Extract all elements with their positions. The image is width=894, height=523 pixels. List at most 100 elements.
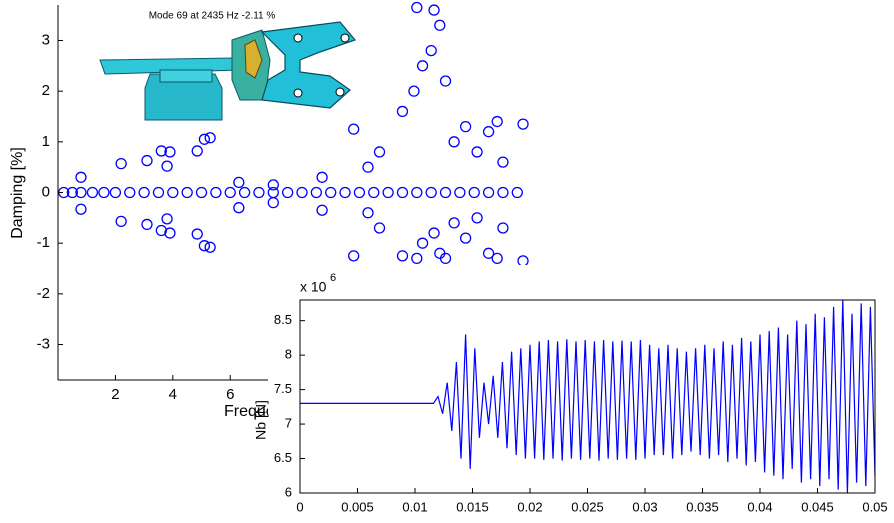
data-point xyxy=(408,85,420,97)
data-point xyxy=(428,227,440,239)
data-point xyxy=(195,186,208,199)
data-point xyxy=(296,186,308,199)
x-tick-label: 0.04 xyxy=(747,499,772,514)
data-point xyxy=(66,186,79,199)
data-point xyxy=(396,186,409,199)
data-point xyxy=(368,186,380,199)
data-point xyxy=(253,186,265,199)
y-tick-label: 0 xyxy=(42,183,50,200)
data-point xyxy=(396,105,409,118)
data-point xyxy=(497,186,509,199)
data-point xyxy=(204,132,216,144)
data-point xyxy=(267,196,279,209)
x-tick-label: 0.02 xyxy=(517,499,542,514)
data-point xyxy=(439,186,452,199)
data-point xyxy=(267,179,279,191)
data-point xyxy=(233,202,245,214)
data-point xyxy=(468,186,480,199)
data-point xyxy=(428,4,440,16)
data-point xyxy=(425,186,437,199)
y-tick-label: -2 xyxy=(37,285,50,302)
data-point xyxy=(517,118,529,130)
data-point xyxy=(362,161,374,173)
data-point xyxy=(454,186,466,199)
data-point xyxy=(161,213,173,225)
data-point xyxy=(339,186,351,199)
x-tick-label: 0.01 xyxy=(402,499,427,514)
data-point xyxy=(459,120,472,133)
x-tick-label: 0.05 xyxy=(862,499,887,514)
data-point xyxy=(316,171,328,183)
data-point xyxy=(86,186,99,199)
data-point xyxy=(491,252,503,265)
data-point xyxy=(198,133,211,145)
data-point xyxy=(497,156,509,168)
data-point xyxy=(141,218,153,231)
x-tick-label: 0.025 xyxy=(571,499,604,514)
y-multiplier: x 10 xyxy=(300,279,327,295)
data-point xyxy=(416,60,429,72)
data-point xyxy=(411,186,423,199)
data-point xyxy=(325,186,337,199)
data-point xyxy=(115,215,127,228)
data-point xyxy=(353,186,366,199)
data-point xyxy=(491,115,503,128)
data-point xyxy=(124,186,136,199)
x-tick-label: 2 xyxy=(111,386,119,403)
data-point xyxy=(164,227,176,239)
data-point xyxy=(152,186,165,199)
y-tick-label: -3 xyxy=(37,335,50,352)
data-point xyxy=(411,1,423,14)
data-point xyxy=(459,232,472,244)
y-tick-label: 6.5 xyxy=(274,450,292,465)
data-point xyxy=(198,240,211,252)
data-point xyxy=(316,204,328,216)
data-point xyxy=(396,250,409,262)
data-point xyxy=(517,255,529,267)
data-point xyxy=(482,186,495,199)
data-point xyxy=(448,136,460,148)
data-point xyxy=(471,146,483,158)
data-point xyxy=(224,186,236,199)
y-tick-label: 3 xyxy=(42,31,50,48)
x-tick-label: 0.015 xyxy=(456,499,489,514)
mode-shape-image xyxy=(99,21,357,121)
data-point xyxy=(497,222,509,234)
data-point xyxy=(348,123,360,135)
data-point xyxy=(75,203,87,215)
data-point xyxy=(191,145,203,157)
y-tick-label: 6 xyxy=(285,484,292,499)
y-tick-label: 8.5 xyxy=(274,312,292,327)
data-point xyxy=(233,176,245,189)
data-point xyxy=(373,146,386,158)
data-point xyxy=(373,222,386,234)
data-point xyxy=(411,252,423,265)
data-point xyxy=(210,186,222,199)
data-point xyxy=(204,241,216,253)
y-tick-label: 7 xyxy=(285,416,292,431)
x-tick-label: 0.005 xyxy=(341,499,374,514)
data-point xyxy=(362,207,374,219)
data-point xyxy=(75,186,87,199)
y-exponent: 6 xyxy=(330,272,336,284)
data-point xyxy=(238,186,251,199)
data-point xyxy=(471,212,483,224)
x-tick-label: 0.03 xyxy=(632,499,657,514)
y-tick-label: 1 xyxy=(42,133,50,150)
data-point xyxy=(161,160,173,172)
data-point xyxy=(155,145,167,157)
x-tick-label: 0.035 xyxy=(686,499,719,514)
x-tick-label: 4 xyxy=(169,386,177,403)
data-point xyxy=(482,247,495,259)
data-point xyxy=(348,250,360,262)
y-axis-label: Damping [%] xyxy=(9,147,26,239)
data-point xyxy=(281,186,294,199)
data-point xyxy=(115,157,127,170)
y-tick-label: 2 xyxy=(42,82,50,99)
data-point xyxy=(416,237,429,249)
data-point xyxy=(511,186,523,199)
data-point xyxy=(482,126,495,138)
data-point xyxy=(75,171,87,183)
data-point xyxy=(141,154,153,167)
